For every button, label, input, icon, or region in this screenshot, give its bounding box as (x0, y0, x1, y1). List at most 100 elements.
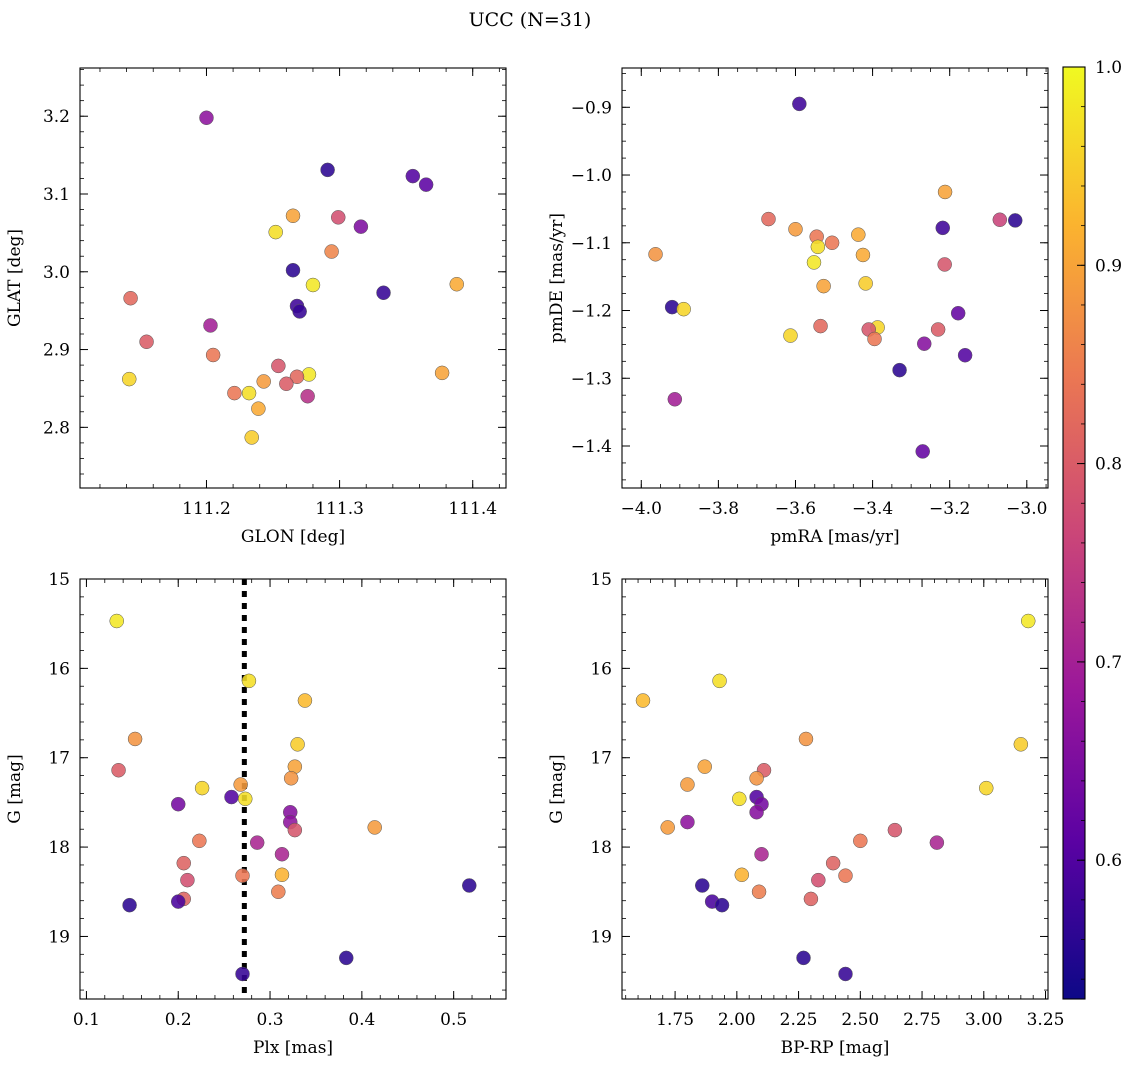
data-point (268, 224, 283, 240)
x-tick-label: 2.50 (841, 1010, 879, 1030)
data-point (233, 777, 248, 792)
y-tick-label: 16 (590, 659, 612, 679)
data-point (224, 789, 239, 805)
y-tick-label: 18 (48, 838, 70, 858)
data-point (127, 731, 143, 747)
data-point (855, 247, 871, 263)
data-point (749, 771, 764, 786)
data-point (887, 822, 903, 838)
data-point (367, 820, 382, 835)
data-point (235, 966, 250, 982)
data-point (123, 290, 138, 306)
data-point (916, 336, 932, 351)
data-point (957, 347, 973, 363)
data-point (122, 897, 137, 913)
data-point (806, 255, 822, 270)
x-tick-label: 0.3 (257, 1010, 284, 1030)
data-point (853, 833, 868, 849)
data-point (950, 305, 966, 321)
y-tick-label: −1.1 (571, 234, 612, 254)
y-tick-label: −1.3 (571, 369, 612, 389)
x-tick-label: 3.25 (1027, 1010, 1065, 1030)
data-point (695, 878, 710, 893)
colorbar-gradient (1063, 67, 1085, 999)
data-point (194, 780, 210, 796)
data-point (271, 358, 286, 374)
data-points (648, 96, 1023, 459)
data-point (749, 804, 764, 820)
y-axis-label: pmDE [mas/yr] (547, 213, 567, 343)
data-point (792, 96, 807, 112)
data-point (339, 950, 354, 966)
colorbar-frame (1062, 66, 1086, 1000)
data-point (180, 872, 195, 888)
x-tick-label: −3.6 (775, 499, 816, 519)
data-point (300, 388, 315, 404)
data-point (824, 235, 840, 251)
y-axis-label: G [mag] (547, 754, 567, 823)
data-point (285, 262, 301, 278)
x-tick-label: 111.3 (315, 499, 364, 519)
x-tick-label: 0.1 (73, 1010, 100, 1030)
x-tick-label: 1.75 (656, 1010, 694, 1030)
data-point (199, 110, 214, 126)
data-point (796, 950, 811, 966)
data-point (1013, 737, 1029, 752)
data-point (937, 184, 953, 200)
data-point (289, 369, 305, 385)
data-points (122, 110, 464, 445)
data-point (892, 362, 907, 378)
panel-plx-g: 0.1 0.2 0.3 0.4 0.5 15 16 17 18 19 Plx [mas] G [mag… (5, 570, 507, 1058)
panel-glon-glat: 111.2 111.3 111.4 2.8 2.9 3.0 3.1 3.2 GLON [deg]… (5, 67, 507, 547)
data-point (287, 822, 303, 838)
data-point (244, 430, 259, 445)
colorbar-tick-label: 0.6 (1095, 851, 1122, 871)
data-point (279, 376, 294, 392)
x-axis-label: BP-RP [mag] (781, 1038, 890, 1058)
y-tick-label: 16 (48, 659, 70, 679)
data-point (256, 374, 271, 389)
y-tick-label: 15 (48, 570, 70, 590)
data-point (838, 966, 853, 982)
x-tick-label: 0.2 (165, 1010, 192, 1030)
data-point (979, 780, 994, 796)
data-point (301, 367, 317, 382)
panel-bprp-g: 1.75 2.00 2.25 2.50 2.75 3.00 3.25 15 16 17 18 19 BP… (547, 570, 1064, 1058)
x-tick-label: −3.8 (698, 499, 739, 519)
data-point (462, 878, 477, 893)
panel-pmra-pmde: −4.0 −3.8 −3.6 −3.4 −3.2 −3.0 −1.4 −1.3 −1.2 −1.1… (547, 67, 1049, 547)
y-tick-label: −0.9 (571, 98, 612, 118)
y-tick-label: 3.2 (43, 107, 70, 127)
data-point (838, 868, 853, 883)
axes-frame (621, 578, 1049, 1000)
colorbar: 0.6 0.7 0.8 0.9 1.0 (1062, 58, 1122, 1000)
data-point (648, 247, 663, 262)
y-tick-label: 19 (48, 927, 70, 947)
x-tick-label: −4.0 (621, 499, 662, 519)
data-point (734, 867, 750, 883)
data-point (635, 693, 651, 708)
data-point (418, 177, 434, 192)
y-tick-label: −1.2 (571, 302, 612, 322)
data-point (930, 322, 946, 337)
data-point (816, 278, 831, 294)
data-point (929, 835, 945, 850)
data-point (1020, 613, 1036, 629)
x-tick-label: 0.5 (440, 1010, 467, 1030)
data-point (803, 891, 819, 907)
data-point (305, 277, 321, 293)
data-point (712, 673, 727, 689)
data-point (251, 401, 266, 416)
data-point (192, 833, 207, 849)
data-point (851, 227, 866, 242)
data-point (915, 444, 930, 459)
data-point (751, 884, 767, 900)
figure-title: UCC (N=31) (469, 9, 592, 31)
data-point (667, 392, 683, 407)
x-tick-label: 2.00 (718, 1010, 756, 1030)
data-point (676, 301, 691, 317)
colorbar-tick-label: 1.0 (1095, 58, 1122, 78)
data-point (297, 693, 313, 708)
data-point (109, 613, 124, 629)
y-tick-label: −1.0 (571, 166, 612, 186)
